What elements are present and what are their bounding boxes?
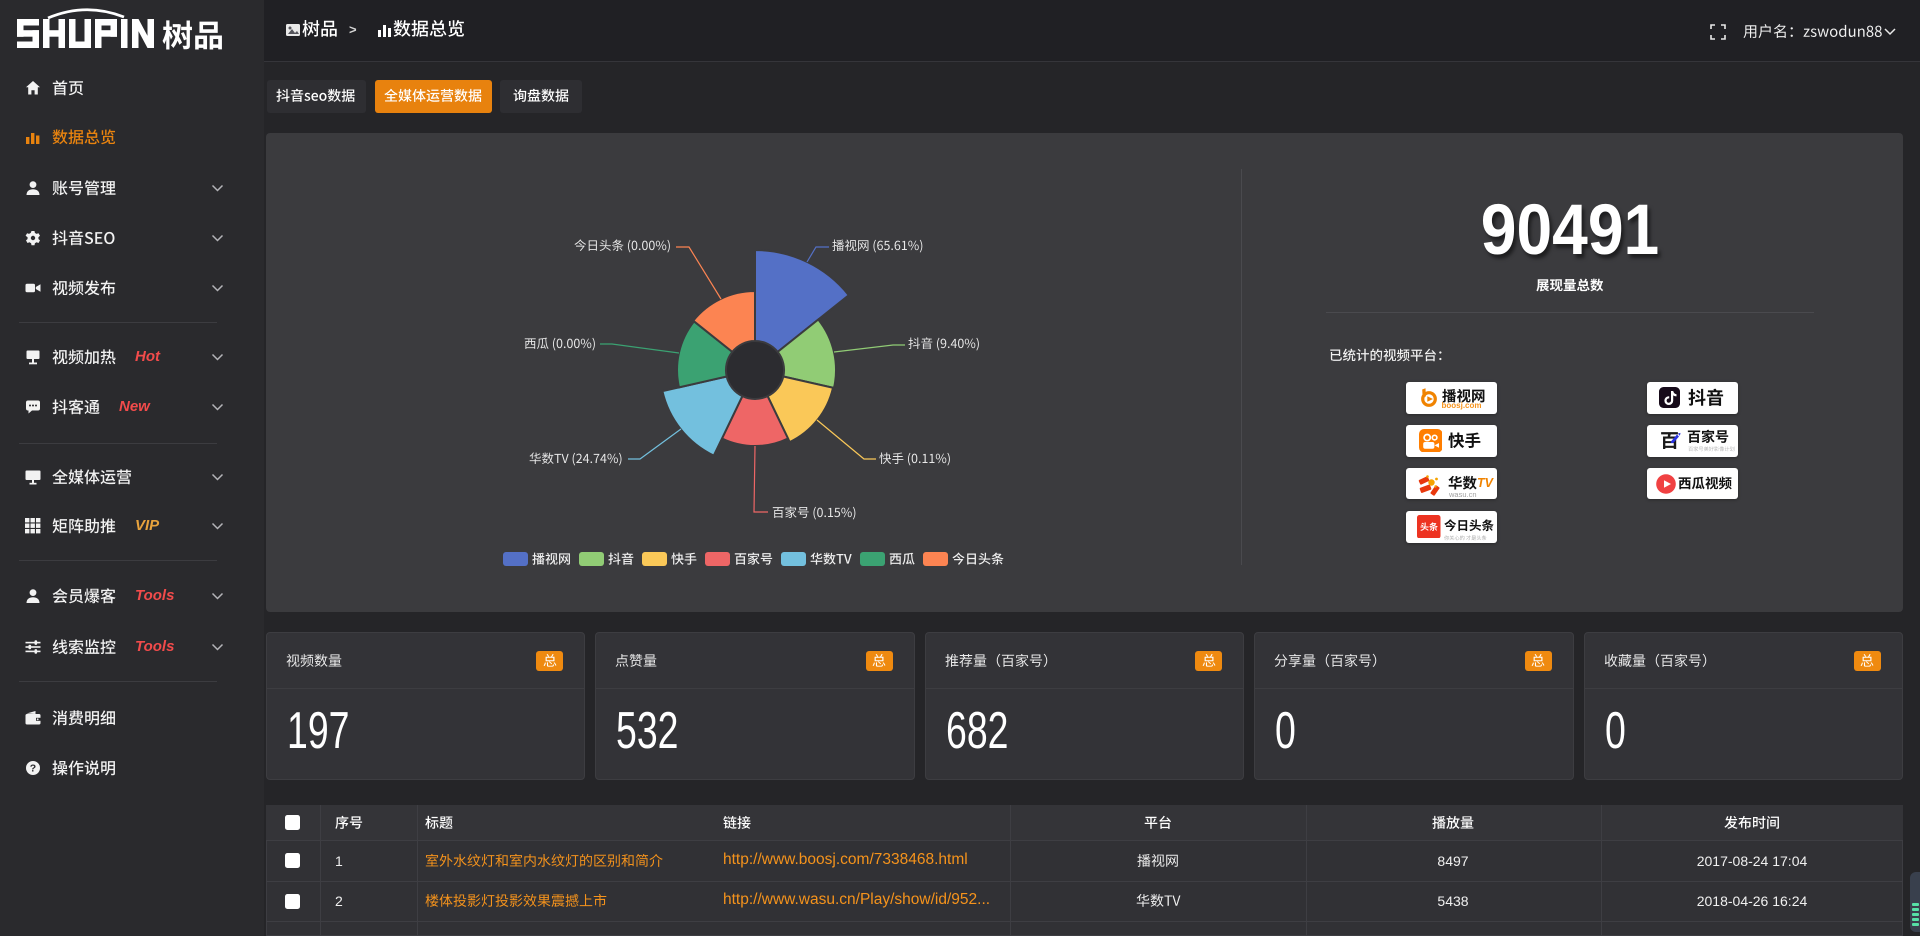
svg-text:?: ? [30,763,36,775]
